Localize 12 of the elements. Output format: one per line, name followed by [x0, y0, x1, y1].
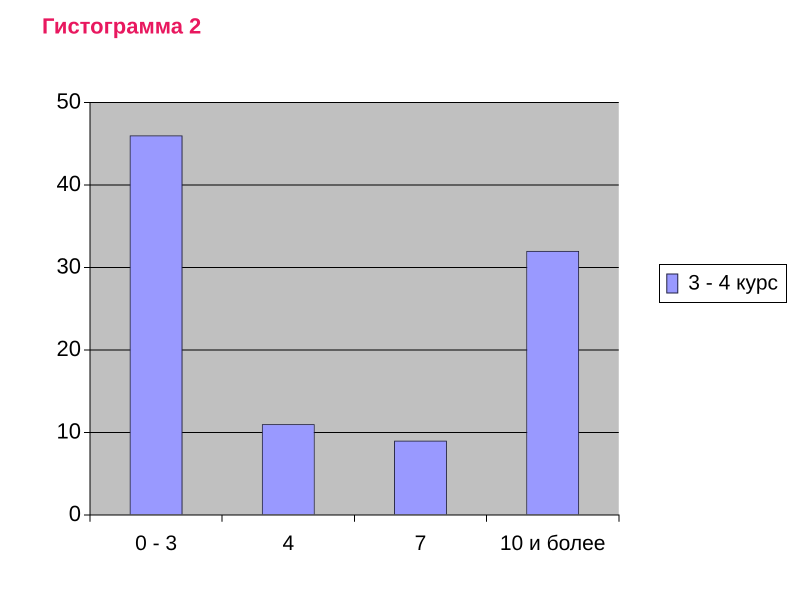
y-tick-label: 20: [56, 336, 81, 361]
legend-label: 3 - 4 курс: [688, 271, 778, 294]
y-tick-label: 10: [56, 418, 81, 444]
x-tick-label: 4: [282, 532, 294, 556]
chart-title: Гистограмма 2: [42, 13, 202, 38]
x-tick-label: 10 и более: [500, 532, 606, 556]
y-tick-label: 30: [56, 253, 81, 278]
y-tick-label: 50: [56, 88, 81, 114]
y-tick-label: 0: [68, 500, 81, 526]
x-tick-label: 0 - 3: [135, 532, 178, 556]
y-tick-label: 40: [56, 170, 81, 196]
x-tick-label: 7: [414, 532, 426, 556]
